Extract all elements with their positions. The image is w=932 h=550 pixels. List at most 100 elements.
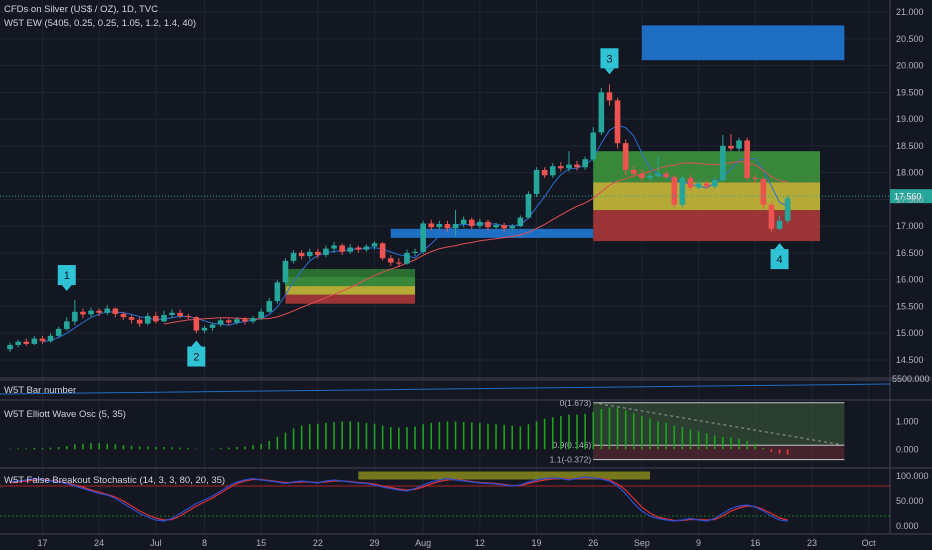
candle-body xyxy=(379,243,386,259)
wave-label-text: 4 xyxy=(776,254,782,266)
price-tick-label: 18.000 xyxy=(896,168,924,178)
price-tick-label: 16.000 xyxy=(896,275,924,285)
candle-body xyxy=(647,175,653,178)
candle-body xyxy=(485,221,491,228)
candle-body xyxy=(784,198,791,221)
price-tick-label: 21.000 xyxy=(896,7,924,17)
target-zone-band xyxy=(285,268,416,277)
candle-body xyxy=(306,251,313,257)
wave-label-text: 1 xyxy=(64,270,70,282)
wave-label-4: 4 xyxy=(770,243,789,270)
candle-body xyxy=(558,166,564,169)
candle-body xyxy=(622,143,629,170)
time-tick-label: 8 xyxy=(202,538,207,548)
candle-body xyxy=(436,223,443,228)
candle-body xyxy=(371,243,378,247)
candle-body xyxy=(274,282,281,302)
wave-label-2: 2 xyxy=(187,340,206,367)
osc-pane-label: W5T Elliott Wave Osc (5, 35) xyxy=(4,409,126,420)
candle-body xyxy=(387,258,394,263)
chart-title: CFDs on Silver (US$ / OZ), 1D, TVC xyxy=(4,4,158,15)
candle-body xyxy=(15,341,21,345)
time-tick-label: 24 xyxy=(94,538,104,548)
candle-body xyxy=(590,132,597,160)
candle-body xyxy=(242,319,248,322)
candle-body xyxy=(339,245,345,252)
stoch-k-line xyxy=(10,476,788,522)
candle-body xyxy=(630,169,637,174)
price-tick-label: 20.500 xyxy=(896,34,924,44)
candle-body xyxy=(282,260,289,283)
candle-body xyxy=(63,321,70,329)
osc-tick-label: 0.000 xyxy=(896,444,919,454)
candle-body xyxy=(153,316,159,322)
candle-body xyxy=(606,92,613,101)
candle-body xyxy=(225,320,232,323)
time-tick-label: 23 xyxy=(807,538,817,548)
time-tick-label: 19 xyxy=(532,538,542,548)
time-tick-label: 9 xyxy=(696,538,701,548)
candle-body xyxy=(614,100,621,144)
wave-label-text: 3 xyxy=(606,53,612,65)
candle-body xyxy=(752,177,759,180)
time-tick-label: 12 xyxy=(475,538,485,548)
wave-label-box xyxy=(600,48,619,69)
candle-body xyxy=(744,140,750,178)
osc-projection-line xyxy=(593,402,845,446)
candle-body xyxy=(315,251,321,256)
candle-body xyxy=(290,252,297,261)
target-zone-band xyxy=(285,286,416,295)
candle-body xyxy=(760,179,767,205)
zone-blue-bar xyxy=(390,228,594,238)
wave-label-1: 1 xyxy=(57,265,76,292)
time-tick-label: 29 xyxy=(370,538,380,548)
projection-box xyxy=(641,25,845,61)
candle-body xyxy=(695,183,702,188)
candle-body xyxy=(347,247,354,252)
stoch-d-line xyxy=(10,477,788,522)
osc-red-zone xyxy=(593,445,845,460)
candle-body xyxy=(250,318,256,322)
price-tick-label: 19.500 xyxy=(896,87,924,97)
osc-tick-label: 1.000 xyxy=(896,416,919,426)
wave-label-3: 3 xyxy=(600,48,619,75)
candle-body xyxy=(776,220,783,229)
candle-body xyxy=(31,338,38,344)
indicator-legend: W5T EW (5405, 0.25, 0.25, 1.05, 1.2, 1.4… xyxy=(4,18,197,29)
current-price-label: 17.560 xyxy=(894,192,922,202)
stoch-tick-label: 50.000 xyxy=(896,496,924,506)
price-tick-label: 19.000 xyxy=(896,114,924,124)
price-tick-label: 17.500 xyxy=(896,194,924,204)
candle-body xyxy=(533,169,540,195)
time-tick-label: 26 xyxy=(588,538,598,548)
candle-body xyxy=(412,251,418,253)
candle-body xyxy=(460,219,467,224)
candle-body xyxy=(55,328,62,336)
time-tick-label: 16 xyxy=(750,538,760,548)
candle-body xyxy=(420,223,426,252)
time-tick-label: Aug xyxy=(415,538,431,548)
wave-label-box xyxy=(770,249,789,270)
wave-label-box xyxy=(57,265,76,286)
time-tick-label: 22 xyxy=(313,538,323,548)
candle-body xyxy=(663,173,669,177)
candle-body xyxy=(234,319,240,323)
candle-body xyxy=(185,316,192,318)
wave-label-text: 2 xyxy=(193,352,199,364)
candle-body xyxy=(574,164,580,168)
candle-body xyxy=(428,223,435,228)
candle-body xyxy=(655,173,661,176)
candle-body xyxy=(72,311,78,322)
candle-body xyxy=(128,317,135,320)
osc-level-label: 1.1(-0.372) xyxy=(550,455,592,465)
candle-body xyxy=(582,159,588,168)
candle-body xyxy=(201,327,208,331)
wave-label-box xyxy=(187,346,206,367)
candle-body xyxy=(47,335,54,342)
candle-body xyxy=(444,223,451,229)
price-tick-label: 15.500 xyxy=(896,301,924,311)
price-tick-label: 18.500 xyxy=(896,141,924,151)
current-price-badge xyxy=(890,189,932,204)
candle-body xyxy=(598,92,605,133)
